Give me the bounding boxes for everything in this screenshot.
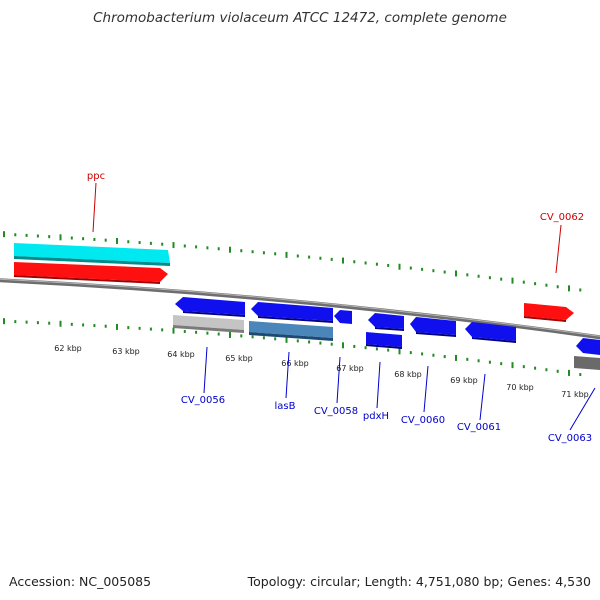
gene-label-pdxH[interactable]: pdxH: [363, 411, 389, 422]
gene-label-cv-0056[interactable]: CV_0056: [181, 395, 225, 406]
scale-label: 66 kbp: [281, 359, 309, 368]
leader-cv-0058: [336, 356, 341, 404]
feature-cv-0056-blue[interactable]: [175, 297, 245, 315]
leader-lasB: [285, 351, 290, 399]
feature-cv-0062-shade: [524, 316, 566, 322]
feature-cv-0060-blue-shade: [416, 332, 456, 337]
gene-label-cv-0060[interactable]: CV_0060: [401, 415, 445, 426]
gene-label-cv-0063[interactable]: CV_0063: [548, 433, 592, 444]
leader-cv-0056: [203, 346, 208, 394]
outer-tick-track: [3, 231, 582, 292]
feature-cyan-shade: [14, 256, 170, 266]
feature-dark-grey[interactable]: [574, 356, 600, 370]
feature-pdxH-blue-top[interactable]: [368, 313, 404, 329]
feature-steel-shade: [249, 332, 333, 341]
leader-cv-0060: [423, 365, 429, 413]
scale-label: 70 kbp: [506, 383, 534, 392]
gene-label-cv-0062[interactable]: CV_0062: [540, 212, 584, 223]
leader-pdxH: [376, 361, 381, 409]
gene-label-ppc[interactable]: ppc: [87, 171, 105, 182]
scale-labels: 62 kbp 63 kbp 64 kbp 65 kbp 66 kbp 67 kbp 68 k…: [54, 344, 589, 399]
gene-label-lasB[interactable]: lasB: [275, 401, 296, 412]
feature-cv-0056-blue-shade: [183, 311, 245, 317]
scale-label: 63 kbp: [112, 347, 140, 356]
gene-label-cv-0061[interactable]: CV_0061: [457, 422, 501, 433]
feature-pdxH-blue-top-shade: [375, 327, 404, 331]
feature-cv-0060-blue[interactable]: [410, 317, 456, 335]
inner-tick-track: [3, 318, 582, 377]
gene-label-cv-0058[interactable]: CV_0058: [314, 406, 358, 417]
feature-cv-0061-blue[interactable]: [465, 322, 516, 341]
feature-ppc[interactable]: [14, 262, 168, 282]
feature-cyan[interactable]: [14, 243, 170, 263]
scale-label: 71 kbp: [561, 390, 589, 399]
feature-cv-0058-blue[interactable]: [334, 310, 352, 324]
feature-ppc-shade: [14, 275, 160, 284]
feature-steel[interactable]: [249, 321, 333, 338]
feature-lasB-blue-shade: [258, 316, 333, 323]
leader-ppc: [92, 182, 97, 233]
backbone-highlight: [0, 278, 600, 337]
backbone: [0, 278, 600, 340]
feature-lasB-blue[interactable]: [251, 302, 333, 321]
leader-cv-0063: [569, 387, 596, 431]
scale-label: 67 kbp: [336, 364, 364, 373]
scale-label: 69 kbp: [450, 376, 478, 385]
map-title: Chromobacterium violaceum ATCC 12472, co…: [93, 10, 507, 26]
leader-cv-0062: [555, 224, 562, 274]
feature-pdxH-blue-bottom-shade: [366, 344, 402, 349]
scale-label: 65 kbp: [225, 354, 253, 363]
feature-pdxH-blue-bottom[interactable]: [366, 332, 402, 347]
leader-cv-0061: [479, 373, 486, 421]
feature-cv-0062[interactable]: [524, 303, 574, 320]
feature-cv-0063-blue[interactable]: [576, 338, 600, 355]
accession-text: Accession: NC_005085: [9, 574, 152, 589]
feature-cv-0061-blue-shade: [472, 337, 516, 343]
scale-label: 68 kbp: [394, 370, 422, 379]
features: [14, 243, 600, 370]
scale-label: 62 kbp: [54, 344, 82, 353]
backbone-line: [0, 278, 600, 340]
feature-grey-shade: [173, 325, 244, 333]
scale-label: 64 kbp: [167, 350, 195, 359]
gene-labels: ppc CV_0062 CV_0056 lasB CV_0058 pdxH CV…: [87, 171, 596, 444]
genome-summary-text: Topology: circular; Length: 4,751,080 bp…: [247, 574, 591, 589]
